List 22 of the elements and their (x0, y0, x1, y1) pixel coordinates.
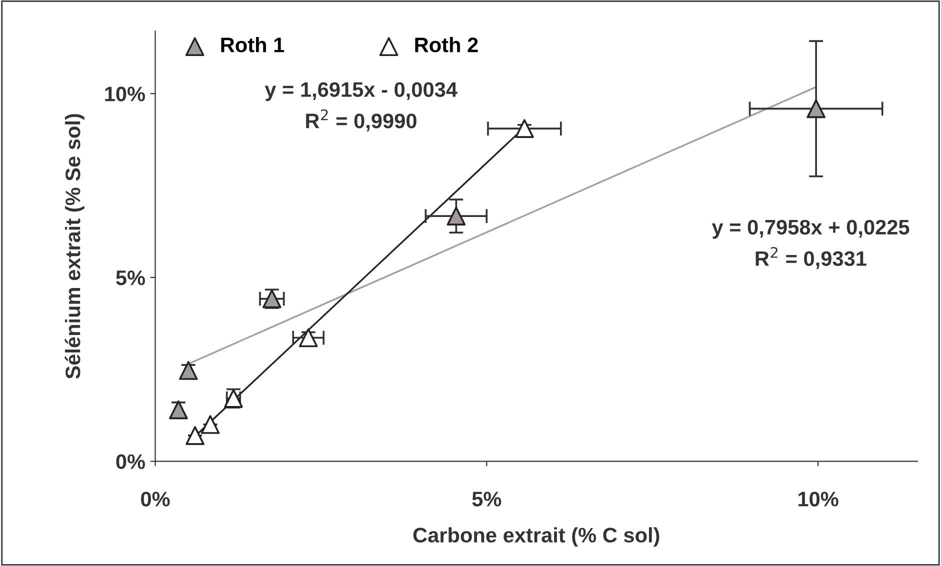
annotation: y = 0,7958x + 0,0225 (712, 220, 910, 239)
annotation: R$^{2}$ = 0,9331 (756, 246, 866, 270)
annotation: y = 1,6915x - 0,0034 (264, 82, 458, 102)
x-tick-label: 0% (141, 492, 170, 506)
legend-label: Roth 2 (415, 36, 478, 52)
y-tick-label: 10% (105, 86, 145, 102)
point (169, 400, 188, 420)
legend-label: Roth 1 (221, 36, 284, 52)
point (178, 361, 198, 380)
point (806, 99, 826, 118)
point (446, 206, 466, 226)
point (515, 119, 534, 138)
x-tick-label: 10% (798, 492, 838, 506)
point (298, 328, 318, 348)
point (200, 415, 220, 434)
x-axis-title: Carbone extrait (% C sol) (413, 527, 660, 547)
y-tick-label: 0% (116, 454, 145, 470)
y-tick-label: 5% (116, 270, 145, 286)
y-axis-title: Sélénium extrait (% Se sol) (64, 114, 84, 379)
point (186, 426, 204, 445)
annotation: R$^{2}$ = 0,9990 (306, 109, 416, 132)
x-tick-label: 5% (472, 492, 502, 506)
